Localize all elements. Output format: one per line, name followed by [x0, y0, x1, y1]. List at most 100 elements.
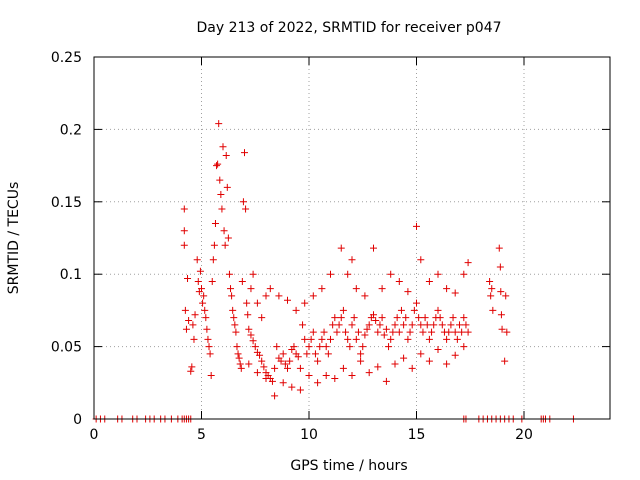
data-point — [223, 183, 231, 191]
data-point — [417, 256, 425, 264]
data-point — [237, 364, 245, 372]
data-point — [180, 227, 188, 235]
data-point — [496, 263, 504, 271]
data-point — [503, 328, 511, 336]
data-point — [229, 306, 237, 314]
data-point — [292, 306, 300, 314]
data-point — [227, 285, 235, 293]
data-point — [322, 372, 330, 380]
data-point — [395, 328, 403, 336]
data-point — [382, 325, 390, 333]
data-point — [301, 335, 309, 343]
data-point — [216, 176, 224, 184]
y-tick-label: 0.05 — [51, 340, 82, 356]
data-point — [188, 363, 196, 371]
data-point — [488, 285, 496, 293]
data-point — [417, 321, 425, 329]
y-tick-label: 0.2 — [60, 122, 82, 138]
data-point — [209, 256, 217, 264]
data-point — [378, 285, 386, 293]
data-point — [327, 270, 334, 278]
data-point — [443, 360, 451, 368]
data-point — [348, 321, 356, 329]
data-point — [294, 353, 302, 361]
data-point — [194, 277, 202, 285]
data-point — [191, 311, 199, 319]
data-point — [196, 267, 204, 275]
data-point — [370, 244, 377, 252]
data-point — [322, 343, 330, 351]
data-point — [443, 285, 451, 293]
data-point — [413, 222, 420, 230]
data-point — [180, 241, 188, 249]
data-point — [228, 292, 236, 300]
data-point — [370, 311, 377, 319]
data-point — [413, 299, 420, 307]
data-point — [464, 328, 472, 336]
data-point — [400, 321, 408, 329]
data-point — [224, 234, 232, 242]
data-point — [207, 372, 215, 380]
data-point — [231, 321, 239, 329]
data-point — [305, 343, 313, 351]
data-point — [376, 321, 384, 329]
data-point — [233, 343, 241, 351]
data-point — [222, 151, 230, 159]
data-point — [453, 335, 461, 343]
data-point — [460, 314, 468, 322]
data-point — [434, 306, 442, 314]
data-point — [299, 321, 307, 329]
data-point — [185, 317, 193, 325]
data-point — [199, 299, 207, 307]
data-point — [256, 351, 264, 359]
data-point — [301, 299, 309, 307]
data-point — [337, 314, 345, 322]
y-tick-label: 0.1 — [60, 267, 82, 283]
data-point — [243, 299, 251, 307]
data-point — [445, 328, 453, 336]
data-point — [495, 244, 503, 252]
data-point — [489, 306, 497, 314]
data-point — [324, 350, 332, 358]
data-point — [249, 337, 257, 345]
data-point — [266, 285, 274, 293]
data-point — [311, 350, 319, 358]
data-point — [382, 377, 390, 385]
data-point — [202, 314, 210, 322]
data-point — [501, 357, 509, 365]
data-point — [365, 321, 373, 329]
data-point — [361, 292, 369, 300]
data-point — [428, 328, 436, 336]
data-point — [419, 328, 427, 336]
data-point — [214, 160, 222, 168]
data-point — [296, 364, 304, 372]
data-point — [333, 328, 341, 336]
data-point — [275, 292, 283, 300]
data-point — [344, 270, 352, 278]
data-point — [296, 386, 304, 394]
data-point — [408, 321, 416, 329]
data-point — [286, 357, 294, 365]
data-point — [456, 321, 463, 329]
data-point — [213, 162, 221, 170]
data-point — [357, 350, 365, 358]
data-point — [498, 325, 506, 333]
data-point — [425, 357, 433, 365]
data-point — [415, 314, 423, 322]
data-point — [198, 285, 205, 293]
data-point — [486, 277, 494, 285]
data-point — [385, 343, 393, 351]
data-point — [374, 363, 382, 371]
data-point — [204, 335, 212, 343]
data-point — [247, 331, 255, 339]
data-point — [421, 314, 429, 322]
data-point — [497, 311, 505, 319]
x-tick-label: 20 — [515, 427, 533, 443]
data-point — [235, 354, 243, 362]
data-point — [391, 360, 399, 368]
data-point — [258, 357, 266, 365]
data-point — [247, 285, 255, 293]
data-point — [404, 335, 412, 343]
data-point — [203, 325, 211, 333]
